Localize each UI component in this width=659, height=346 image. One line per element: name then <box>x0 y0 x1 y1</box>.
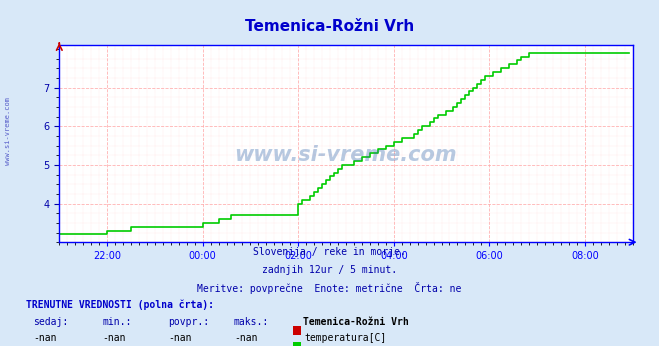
Text: -nan: -nan <box>168 333 192 343</box>
Text: Temenica-Rožni Vrh: Temenica-Rožni Vrh <box>303 317 409 327</box>
Text: maks.:: maks.: <box>234 317 269 327</box>
Text: -nan: -nan <box>234 333 258 343</box>
Text: Temenica-Rožni Vrh: Temenica-Rožni Vrh <box>245 19 414 34</box>
Text: sedaj:: sedaj: <box>33 317 68 327</box>
Text: Slovenija / reke in morje.: Slovenija / reke in morje. <box>253 247 406 257</box>
Text: zadnjih 12ur / 5 minut.: zadnjih 12ur / 5 minut. <box>262 265 397 275</box>
Text: www.si-vreme.com: www.si-vreme.com <box>235 145 457 165</box>
Text: -nan: -nan <box>33 333 57 343</box>
Text: Meritve: povprečne  Enote: metrične  Črta: ne: Meritve: povprečne Enote: metrične Črta:… <box>197 282 462 294</box>
Text: www.si-vreme.com: www.si-vreme.com <box>5 98 11 165</box>
Text: -nan: -nan <box>102 333 126 343</box>
Text: TRENUTNE VREDNOSTI (polna črta):: TRENUTNE VREDNOSTI (polna črta): <box>26 299 214 310</box>
Text: povpr.:: povpr.: <box>168 317 209 327</box>
Text: temperatura[C]: temperatura[C] <box>304 333 387 343</box>
Text: min.:: min.: <box>102 317 132 327</box>
